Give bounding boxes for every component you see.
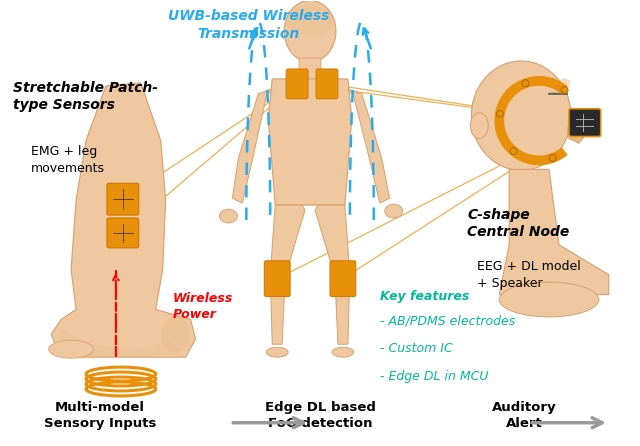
FancyBboxPatch shape xyxy=(107,218,139,248)
Polygon shape xyxy=(268,79,352,205)
Text: C-shape
Central Node: C-shape Central Node xyxy=(467,208,570,240)
Ellipse shape xyxy=(549,154,556,161)
Text: EEG + DL model
+ Speaker: EEG + DL model + Speaker xyxy=(477,260,581,290)
Ellipse shape xyxy=(499,282,599,317)
Ellipse shape xyxy=(471,61,571,170)
Text: Auditory
Alert: Auditory Alert xyxy=(492,401,556,430)
Polygon shape xyxy=(567,118,587,144)
Polygon shape xyxy=(232,89,272,203)
Ellipse shape xyxy=(497,110,503,117)
Ellipse shape xyxy=(285,6,335,36)
FancyBboxPatch shape xyxy=(316,69,338,99)
FancyBboxPatch shape xyxy=(299,58,321,80)
Text: - Custom IC: - Custom IC xyxy=(380,342,452,355)
Text: Key features: Key features xyxy=(380,289,469,302)
Ellipse shape xyxy=(561,87,568,94)
Polygon shape xyxy=(56,329,180,359)
Polygon shape xyxy=(348,89,390,203)
Ellipse shape xyxy=(161,317,191,352)
Ellipse shape xyxy=(510,148,517,155)
FancyBboxPatch shape xyxy=(330,261,356,297)
Text: Stretchable Patch-
type Sensors: Stretchable Patch- type Sensors xyxy=(13,81,158,112)
Polygon shape xyxy=(270,205,305,344)
Text: EMG + leg
movements: EMG + leg movements xyxy=(31,145,105,175)
FancyBboxPatch shape xyxy=(107,183,139,215)
Text: Edge DL based
FoG detection: Edge DL based FoG detection xyxy=(264,401,376,430)
Text: - Edge DL in MCU: - Edge DL in MCU xyxy=(380,370,488,383)
Ellipse shape xyxy=(284,0,336,62)
Ellipse shape xyxy=(266,347,288,357)
Text: Multi-model
Sensory Inputs: Multi-model Sensory Inputs xyxy=(44,401,156,430)
Ellipse shape xyxy=(522,80,529,87)
Polygon shape xyxy=(51,83,196,357)
Text: UWB-based Wireless
Transmission: UWB-based Wireless Transmission xyxy=(168,9,329,41)
Text: Wireless
Power: Wireless Power xyxy=(173,292,233,321)
FancyBboxPatch shape xyxy=(264,261,290,297)
Polygon shape xyxy=(499,169,609,294)
Ellipse shape xyxy=(385,204,403,218)
Text: - AB/PDMS electrodes: - AB/PDMS electrodes xyxy=(380,314,515,327)
Polygon shape xyxy=(315,205,350,344)
Ellipse shape xyxy=(332,347,354,357)
Polygon shape xyxy=(549,78,571,88)
FancyBboxPatch shape xyxy=(286,69,308,99)
Ellipse shape xyxy=(470,113,488,139)
Ellipse shape xyxy=(220,209,237,223)
Ellipse shape xyxy=(49,340,93,358)
FancyBboxPatch shape xyxy=(569,109,601,136)
